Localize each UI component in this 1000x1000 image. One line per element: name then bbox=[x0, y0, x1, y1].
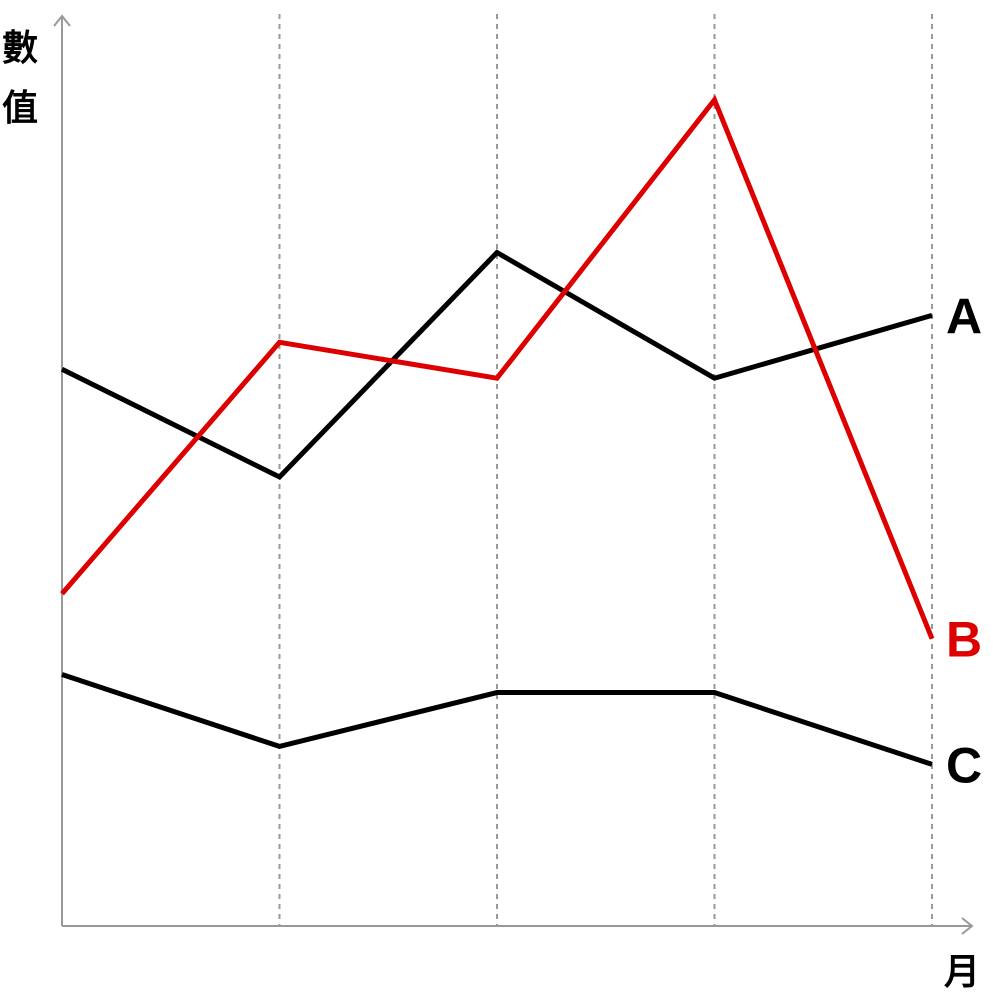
y-axis-arrow bbox=[53, 14, 71, 27]
axes bbox=[53, 14, 974, 935]
series-label-c: C bbox=[946, 737, 982, 793]
series-line-c bbox=[61, 672, 933, 767]
x-axis-title: 月 bbox=[944, 952, 980, 993]
series-line-a bbox=[60, 249, 933, 481]
grid-lines bbox=[278, 14, 933, 926]
y-axis-title-char-2: 值 bbox=[2, 88, 38, 129]
series-line-b bbox=[60, 94, 935, 640]
series-lines bbox=[60, 94, 935, 767]
y-axis-title-char-1: 數 bbox=[2, 28, 38, 69]
series-label-b: B bbox=[946, 612, 982, 668]
series-labels: A B C bbox=[946, 288, 982, 793]
x-axis-arrow bbox=[961, 917, 974, 935]
series-label-a: A bbox=[946, 288, 982, 344]
